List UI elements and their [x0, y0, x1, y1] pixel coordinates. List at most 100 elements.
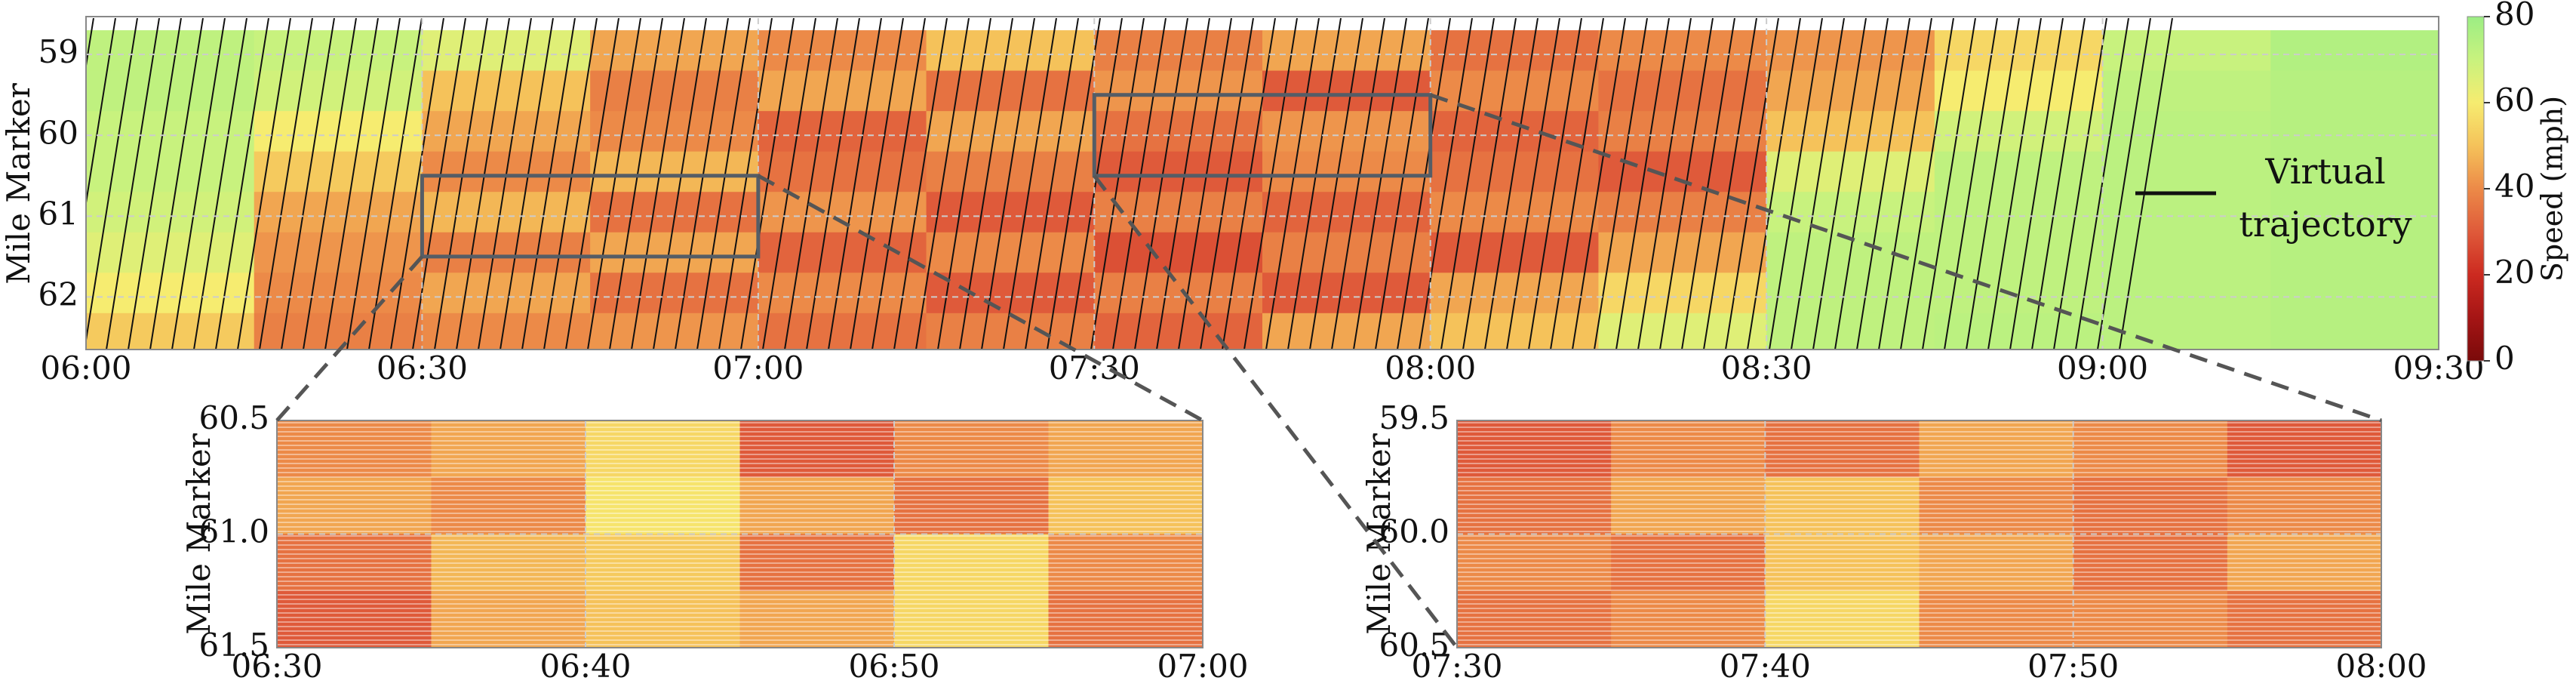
heat-cell — [422, 192, 591, 233]
colorbar-tick-label: 80 — [2495, 0, 2535, 32]
heat-cell — [590, 111, 759, 152]
x-tick-label: 07:30 — [1049, 350, 1140, 386]
y-tick-label: 60.5 — [198, 399, 269, 436]
heat-cell — [1430, 70, 1599, 112]
trajectories — [86, 18, 2173, 350]
trajectory — [1703, 18, 1757, 350]
x-tick-label: 07:00 — [1157, 648, 1248, 685]
trajectory — [1900, 18, 1954, 350]
heat-cell — [2073, 477, 2228, 534]
heat-cell — [1457, 590, 1612, 648]
heat-cell — [1934, 70, 2104, 112]
trajectory — [1462, 18, 1517, 350]
y-tick-label: 61.0 — [198, 513, 269, 550]
heat-cell — [1598, 151, 1767, 192]
trajectory — [696, 18, 751, 350]
trajectory — [128, 18, 182, 350]
trajectory — [1572, 18, 1626, 350]
trajectory — [1922, 18, 1976, 350]
trajectory — [1003, 18, 1057, 350]
trajectory — [915, 18, 970, 350]
heat-cell — [1430, 111, 1599, 152]
trajectory — [86, 18, 116, 208]
heat-cell — [586, 590, 740, 648]
trajectory — [587, 18, 641, 350]
trajectory — [762, 18, 816, 350]
heat-cell — [2270, 30, 2439, 72]
heat-cell — [1430, 192, 1599, 233]
heat-cell — [2102, 111, 2271, 152]
trajectory — [806, 18, 860, 350]
heat-cell — [1919, 590, 2074, 648]
heat-cell — [758, 151, 927, 192]
trajectory — [784, 18, 838, 350]
trajectory — [718, 18, 773, 350]
heat-cell — [86, 313, 255, 350]
heat-cell — [2102, 313, 2271, 350]
y-tick-label: 61 — [38, 195, 78, 232]
trajectory — [193, 18, 247, 350]
heat-cell — [2270, 313, 2439, 350]
trajectory — [1769, 18, 1823, 350]
y-tick-label: 60.0 — [1379, 513, 1449, 550]
x-tick-label: 07:00 — [712, 350, 804, 386]
heat-cell — [758, 111, 927, 152]
y-axis-label: Mile Marker — [180, 433, 217, 635]
heat-cell — [758, 30, 927, 72]
trajectory — [368, 18, 423, 350]
trajectory — [324, 18, 379, 350]
trajectory — [1156, 18, 1210, 350]
heat-cell — [1094, 313, 1263, 350]
trajectory — [893, 18, 948, 350]
trajectory — [1331, 18, 1385, 350]
heat-cell — [2102, 192, 2271, 233]
zoom-box — [1092, 93, 1433, 178]
heat-cell — [1919, 420, 2074, 478]
trajectory — [1506, 18, 1560, 350]
trajectory — [1397, 18, 1451, 350]
heat-cell — [2227, 420, 2382, 478]
heat-cell — [86, 273, 255, 314]
trajectory — [1878, 18, 1932, 350]
heat-cell — [739, 477, 895, 534]
trajectory — [1068, 18, 1123, 350]
y-tick-label: 59 — [38, 33, 78, 70]
heat-cell — [2270, 111, 2439, 152]
heat-cell — [1934, 30, 2104, 72]
trajectory — [215, 18, 269, 350]
heat-cell — [758, 273, 927, 314]
y-tick-label: 60 — [38, 114, 78, 151]
trajectory — [2119, 18, 2173, 350]
trajectory — [521, 18, 576, 350]
legend-label: Virtual — [2264, 151, 2385, 192]
heat-cell — [2270, 151, 2439, 192]
heat-cell — [1262, 151, 1431, 192]
heat-cell — [1430, 313, 1599, 350]
colorbar-tick-label: 20 — [2495, 254, 2535, 291]
trajectory — [1791, 18, 1845, 350]
heat-cell — [590, 313, 759, 350]
trajectory — [1025, 18, 1079, 350]
heat-cell — [926, 232, 1095, 273]
heat-cell — [1611, 477, 1766, 534]
heat-cell — [1457, 420, 1612, 478]
x-tick-label: 08:00 — [2335, 648, 2427, 685]
trajectory — [1200, 18, 1254, 350]
heat-cell — [590, 30, 759, 72]
heat-cell — [1934, 192, 2104, 233]
heat-cell — [894, 420, 1049, 478]
trajectory — [1812, 18, 1867, 350]
trajectory — [259, 18, 313, 350]
heat-cell — [894, 590, 1049, 648]
heat-cell — [2102, 30, 2271, 72]
x-tick-label: 07:40 — [1720, 648, 1811, 685]
heat-cell — [590, 273, 759, 314]
trajectory — [1353, 18, 1407, 350]
heat-cell — [586, 477, 740, 534]
heat-cell — [431, 477, 586, 534]
plot-frame — [276, 420, 1203, 648]
trajectory — [631, 18, 685, 350]
heat-cell — [2227, 477, 2382, 534]
trajectory — [1287, 18, 1342, 350]
trajectory — [171, 18, 226, 350]
